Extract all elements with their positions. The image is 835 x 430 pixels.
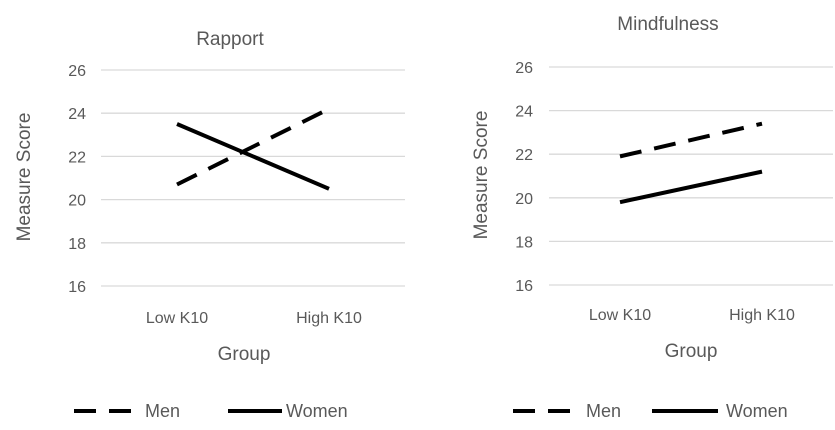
chart-rapport: Rapport 16 18 20 22 24 26 Low K10 High K10 Mea… xyxy=(14,29,405,421)
y-tick-label: 24 xyxy=(68,106,86,123)
x-tick-label: Low K10 xyxy=(146,310,208,327)
y-tick-label: 26 xyxy=(68,63,86,80)
x-tick-labels: Low K10 High K10 xyxy=(589,307,795,324)
series-line-women xyxy=(619,169,763,205)
series-lines xyxy=(619,121,763,205)
y-tick-label: 22 xyxy=(68,149,86,166)
legend-label-women: Women xyxy=(726,401,788,421)
y-axis-label: Measure Score xyxy=(14,113,35,242)
legend-label-men: Men xyxy=(586,401,621,421)
legend-label-men: Men xyxy=(145,401,180,421)
y-tick-label: 16 xyxy=(68,279,86,296)
y-tick-labels: 16 18 20 22 24 26 xyxy=(515,60,533,295)
y-tick-label: 18 xyxy=(68,236,86,253)
chart-title: Rapport xyxy=(196,29,264,50)
y-tick-label: 20 xyxy=(68,193,86,210)
gridlines xyxy=(101,69,405,287)
chart-title: Mindfulness xyxy=(617,14,718,35)
y-tick-label: 20 xyxy=(515,191,533,208)
series-lines xyxy=(176,107,330,191)
series-line-men xyxy=(619,121,763,159)
x-axis-label: Group xyxy=(218,344,271,365)
legend: Men Women xyxy=(513,401,788,421)
legend: Men Women xyxy=(74,401,348,421)
y-tick-label: 16 xyxy=(515,278,533,295)
y-tick-label: 18 xyxy=(515,234,533,251)
y-tick-labels: 16 18 20 22 24 26 xyxy=(68,63,86,296)
series-line-men xyxy=(176,107,330,187)
x-tick-label: Low K10 xyxy=(589,307,651,324)
legend-label-women: Women xyxy=(286,401,348,421)
chart-mindfulness: Mindfulness 16 18 20 22 24 26 Low K10 High K10… xyxy=(471,14,833,421)
series-line-women xyxy=(176,122,330,191)
y-axis-label: Measure Score xyxy=(471,111,492,240)
x-tick-label: High K10 xyxy=(296,310,362,327)
x-tick-labels: Low K10 High K10 xyxy=(146,310,362,327)
gridlines xyxy=(549,66,833,286)
x-tick-label: High K10 xyxy=(729,307,795,324)
y-tick-label: 24 xyxy=(515,104,533,121)
x-axis-label: Group xyxy=(665,341,718,362)
y-tick-label: 22 xyxy=(515,147,533,164)
y-tick-label: 26 xyxy=(515,60,533,77)
